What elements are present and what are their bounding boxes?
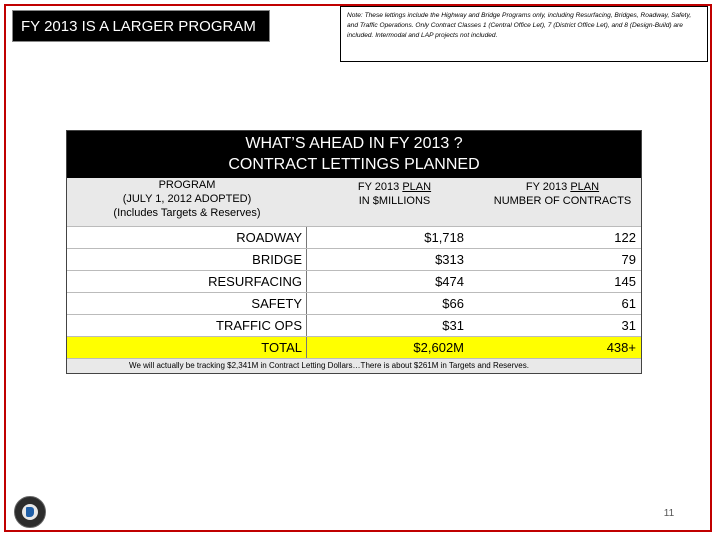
column-header-program: PROGRAM (JULY 1, 2012 ADOPTED) (Includes… (113, 179, 261, 219)
column-header-plan-contracts: FY 2013 PLAN NUMBER OF CONTRACTS (493, 181, 632, 207)
note-box: Note: These lettings include the Highway… (340, 6, 708, 62)
program-cell: RESURFACING (67, 271, 307, 292)
contracts-cell: 122 (614, 230, 636, 245)
total-plan: $2,602M (413, 340, 464, 355)
contracts-cell: 61 (621, 296, 636, 311)
slide-title: FY 2013 IS A LARGER PROGRAM (12, 10, 270, 42)
plan-cell: $1,718 (424, 230, 464, 245)
page-number: 11 (663, 508, 675, 519)
total-label: TOTAL (67, 337, 307, 358)
plan-cell: $313 (435, 252, 464, 267)
table-row: BRIDGE $313 79 (67, 248, 641, 270)
slide-frame (4, 4, 712, 532)
lettings-table: WHAT’S AHEAD IN FY 2013 ? CONTRACT LETTI… (66, 130, 642, 374)
plan-cell: $66 (442, 296, 464, 311)
plan-cell: $31 (442, 318, 464, 333)
contracts-cell: 31 (621, 318, 636, 333)
table-heading-line2: CONTRACT LETTINGS PLANNED (228, 156, 480, 173)
agency-seal-icon (14, 496, 46, 528)
table-row: SAFETY $66 61 (67, 292, 641, 314)
table-row: RESURFACING $474 145 (67, 270, 641, 292)
table-heading: WHAT’S AHEAD IN FY 2013 ? CONTRACT LETTI… (67, 131, 641, 178)
column-headers: PROGRAM (JULY 1, 2012 ADOPTED) (Includes… (67, 178, 641, 226)
total-contracts: 438+ (606, 340, 636, 355)
program-cell: BRIDGE (67, 249, 307, 270)
program-cell: SAFETY (67, 293, 307, 314)
table-row: TRAFFIC OPS $31 31 (67, 314, 641, 336)
table-footer-note: We will actually be tracking $2,341M in … (67, 358, 641, 373)
table-heading-line1: WHAT’S AHEAD IN FY 2013 ? (245, 135, 463, 152)
total-row: TOTAL $2,602M 438+ (67, 336, 641, 358)
plan-cell: $474 (435, 274, 464, 289)
contracts-cell: 79 (621, 252, 636, 267)
column-header-plan-millions: FY 2013 PLAN IN $MILLIONS (357, 181, 432, 207)
table-row: ROADWAY $1,718 122 (67, 226, 641, 248)
contracts-cell: 145 (614, 274, 636, 289)
program-cell: ROADWAY (67, 227, 307, 248)
program-cell: TRAFFIC OPS (67, 315, 307, 336)
